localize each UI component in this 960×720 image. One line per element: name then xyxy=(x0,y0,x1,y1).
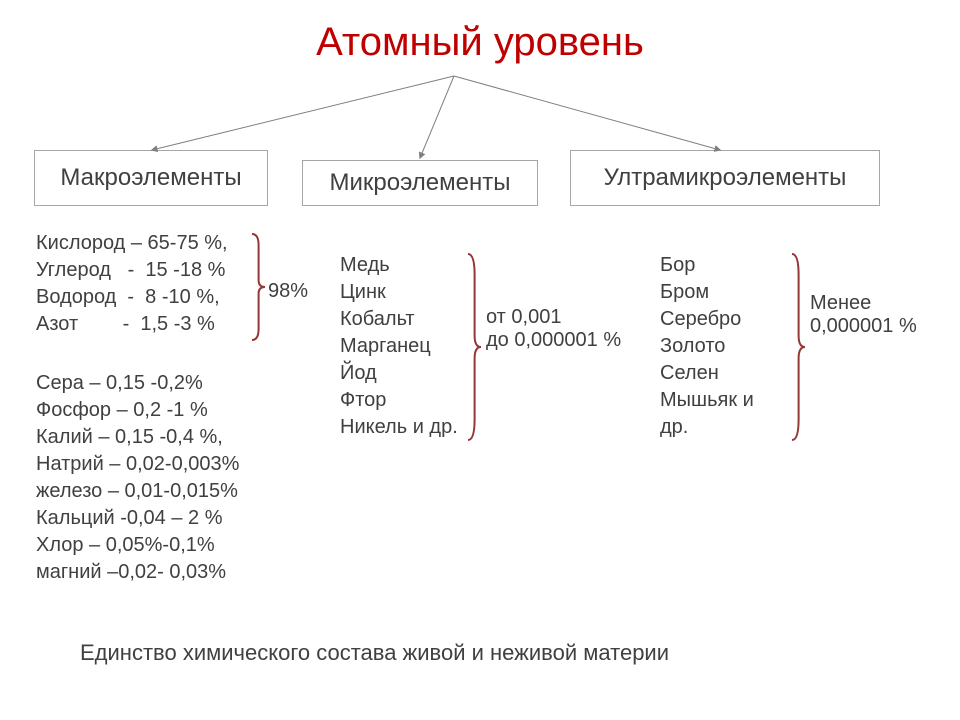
footer-text: Единство химического состава живой и неж… xyxy=(80,640,669,666)
bracket-3 xyxy=(792,252,806,442)
box-ultra: Ултрамикроэлементы xyxy=(570,150,880,206)
box-micro: Микроэлементы xyxy=(302,160,538,206)
bracket-2 xyxy=(468,252,482,442)
bracket-1 xyxy=(252,232,266,342)
pct-98: 98% xyxy=(268,280,308,303)
box-macro-label: Макроэлементы xyxy=(60,164,241,192)
pct-less: Менее 0,000001 % xyxy=(810,292,917,338)
box-macro: Макроэлементы xyxy=(34,150,268,206)
list-ultra: Бор Бром Серебро Золото Селен Мышьяк и д… xyxy=(660,252,754,441)
pct-0001: от 0,001 до 0,000001 % xyxy=(486,306,621,352)
list-macro-2: Сера – 0,15 -0,2% Фосфор – 0,2 -1 % Кали… xyxy=(36,370,239,586)
box-ultra-label: Ултрамикроэлементы xyxy=(604,164,847,192)
list-macro-1: Кислород – 65-75 %, Углерод - 15 -18 % В… xyxy=(36,230,228,338)
page-title: Атомный уровень xyxy=(0,20,960,65)
list-micro: Медь Цинк Кобальт Марганец Йод Фтор Нике… xyxy=(340,252,458,441)
box-micro-label: Микроэлементы xyxy=(329,169,510,197)
